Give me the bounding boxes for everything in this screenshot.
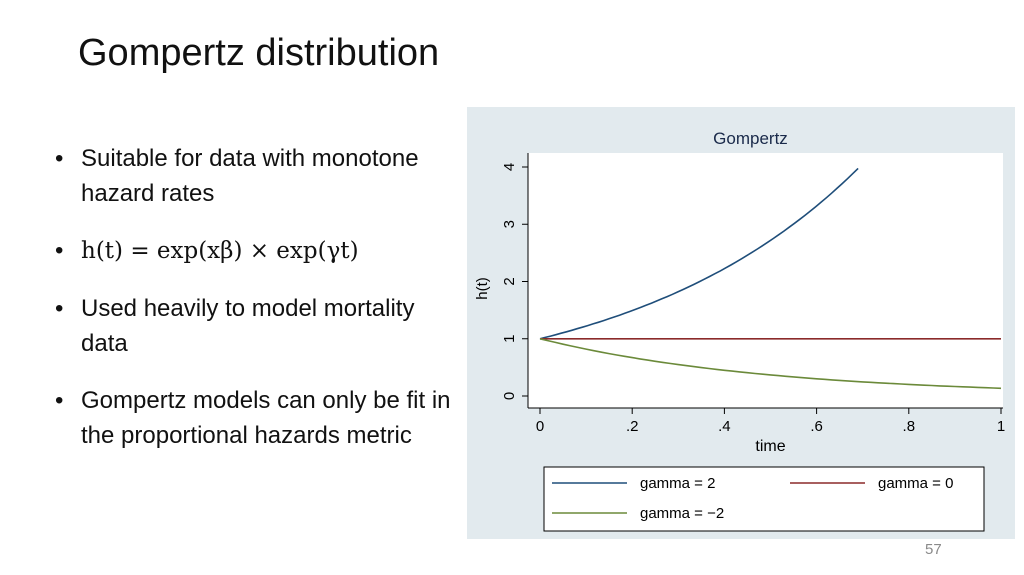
series-line (539, 167, 859, 340)
gompertz-chart: Gompertz 0 1 2 3 4 0 .2 .4 .6 .8 1 time h(t) gamma = 2… (467, 107, 1015, 539)
bullet-item: • h(t) = exp(xβ) × exp(γt) (55, 233, 455, 269)
x-tick-label: 0 (536, 418, 544, 435)
slide-number: 57 (925, 541, 942, 558)
bullet-dot: • (55, 237, 64, 264)
y-tick-label: 4 (501, 163, 518, 171)
x-tick-label: 1 (997, 418, 1005, 435)
y-tick-label: 3 (501, 220, 518, 228)
y-tick-label: 1 (501, 335, 518, 343)
x-tick-label: .4 (718, 418, 731, 435)
plot-area (528, 153, 1003, 408)
bullet-item: • Used heavily to model mortality data (55, 291, 455, 361)
x-tick-label: .2 (626, 418, 639, 435)
series-line (539, 338, 1002, 390)
legend-box (543, 466, 985, 532)
x-axis-label: time (755, 438, 785, 455)
legend-label: gamma = −2 (640, 505, 724, 522)
bullet-list: • Suitable for data with monotone hazard… (55, 141, 455, 475)
y-tick-label: 0 (501, 392, 518, 400)
legend-label: gamma = 0 (878, 475, 953, 492)
bullet-dot: • (55, 145, 64, 172)
hazard-formula: h(t) = exp(xβ) × exp(γt) (81, 238, 359, 264)
y-tick-label: 2 (501, 277, 518, 285)
chart-title: Gompertz (713, 129, 788, 148)
bullet-item: • Suitable for data with monotone hazard… (55, 141, 455, 211)
slide-title: Gompertz distribution (78, 32, 440, 74)
bullet-text: Used heavily to model mortality data (81, 295, 415, 357)
bullet-text: Gompertz models can only be fit in the p… (81, 387, 451, 449)
legend-label: gamma = 2 (640, 475, 715, 492)
bullet-text: Suitable for data with monotone hazard r… (81, 145, 419, 207)
x-tick-label: .6 (810, 418, 823, 435)
bullet-dot: • (55, 295, 64, 322)
bullet-item: • Gompertz models can only be fit in the… (55, 383, 455, 453)
bullet-dot: • (55, 387, 64, 414)
x-tick-label: .8 (903, 418, 916, 435)
y-axis-label: h(t) (474, 277, 491, 300)
